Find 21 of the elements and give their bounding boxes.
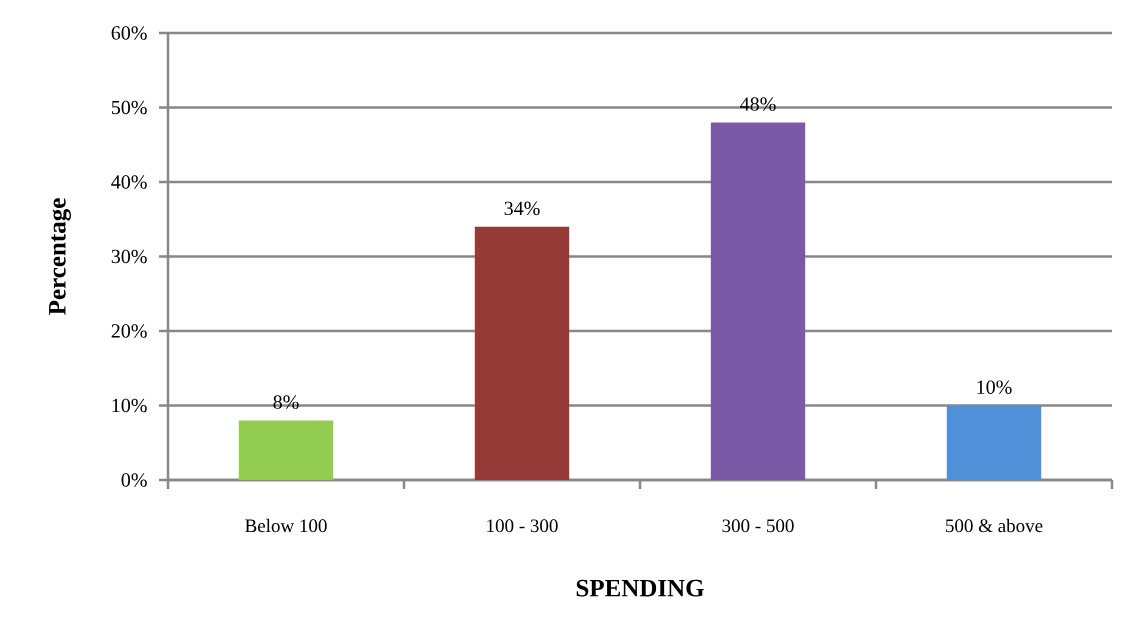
y-tick-label: 10%	[112, 398, 147, 413]
data-label: 8%	[273, 395, 299, 409]
x-tick-label: 100 - 300	[487, 519, 558, 533]
x-axis-title: SPENDING	[576, 579, 704, 597]
y-tick-label: 20%	[111, 324, 147, 338]
y-tick-label: 30%	[111, 249, 147, 264]
y-tick-label: 50%	[111, 100, 147, 115]
bar	[238, 420, 334, 480]
y-axis-title: Percentage	[49, 198, 71, 315]
bar	[946, 405, 1042, 480]
x-tick-label: 500 & above	[946, 518, 1043, 533]
data-label: 48%	[740, 97, 776, 111]
bar	[710, 122, 806, 480]
y-tick-label: 60%	[111, 26, 147, 40]
y-tick-label: 40%	[111, 175, 147, 189]
data-label: 10%	[977, 380, 1012, 394]
y-tick-label: 0%	[121, 473, 147, 487]
data-label: 34%	[504, 201, 540, 216]
x-tick-label: 300 - 500	[722, 519, 794, 533]
bar	[474, 226, 570, 480]
x-tick-label: Below 100	[245, 518, 327, 533]
